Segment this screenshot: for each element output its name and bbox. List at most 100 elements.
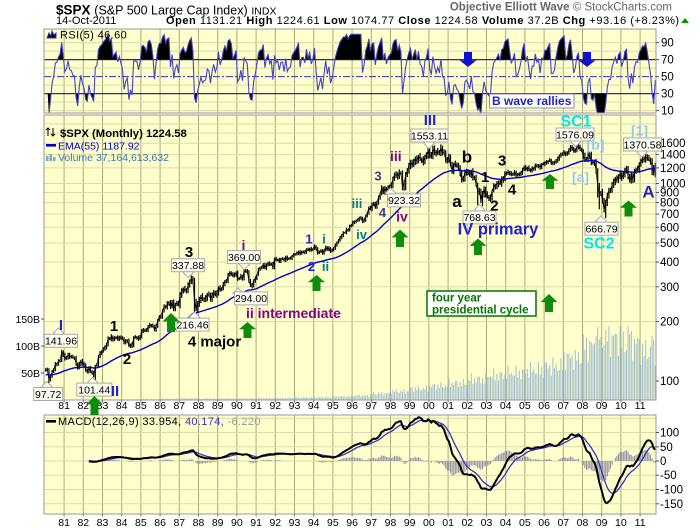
svg-text:1553.11: 1553.11 — [411, 130, 448, 142]
svg-text:91: 91 — [250, 517, 262, 529]
svg-text:87: 87 — [173, 517, 185, 529]
svg-text:82: 82 — [77, 400, 89, 412]
svg-text:150B: 150B — [15, 314, 40, 326]
svg-text:-50: -50 — [660, 470, 677, 482]
svg-text:83: 83 — [97, 400, 109, 412]
svg-text:04: 04 — [500, 400, 512, 412]
svg-text:i: i — [322, 232, 326, 247]
svg-text:02: 02 — [461, 517, 473, 529]
svg-text:88: 88 — [193, 400, 205, 412]
svg-text:70: 70 — [661, 55, 674, 67]
svg-text:06: 06 — [538, 400, 550, 412]
svg-text:03: 03 — [481, 517, 493, 529]
svg-text:81: 81 — [58, 517, 70, 529]
svg-text:iii: iii — [352, 196, 363, 211]
svg-text:85: 85 — [135, 517, 147, 529]
svg-text:05: 05 — [519, 400, 531, 412]
svg-text:$SPX (Monthly) 1224.58: $SPX (Monthly) 1224.58 — [60, 128, 187, 140]
svg-text:200: 200 — [660, 317, 679, 329]
svg-text:$SPX (S&P 500 Large Cap Index): $SPX (S&P 500 Large Cap Index) INDX — [56, 3, 276, 18]
svg-text:3: 3 — [374, 169, 381, 184]
svg-text:93: 93 — [289, 517, 301, 529]
svg-text:81: 81 — [58, 400, 70, 412]
svg-text:III: III — [424, 112, 437, 129]
svg-text:86: 86 — [154, 517, 166, 529]
svg-text:00: 00 — [423, 517, 435, 529]
svg-text:768.63: 768.63 — [463, 212, 495, 224]
svg-text:500: 500 — [660, 238, 679, 250]
svg-text:2: 2 — [123, 351, 131, 368]
svg-text:98: 98 — [385, 517, 397, 529]
svg-text:3: 3 — [185, 244, 193, 261]
svg-text:82: 82 — [77, 517, 89, 529]
svg-text:10: 10 — [615, 400, 627, 412]
svg-text:ii: ii — [322, 259, 329, 274]
svg-text:02: 02 — [461, 400, 473, 412]
svg-text:10: 10 — [615, 517, 627, 529]
svg-text:95: 95 — [327, 400, 339, 412]
svg-text:Objective Elliott Wave © Stock: Objective Elliott Wave © StockCharts.com — [450, 2, 672, 14]
svg-text:294.00: 294.00 — [235, 293, 267, 305]
svg-text:iv: iv — [356, 227, 368, 242]
svg-text:IV primary: IV primary — [458, 221, 540, 239]
svg-text:369.00: 369.00 — [228, 252, 260, 264]
svg-text:i: i — [242, 237, 246, 253]
svg-text:90: 90 — [231, 400, 243, 412]
svg-text:96: 96 — [346, 400, 358, 412]
svg-text:98: 98 — [385, 400, 397, 412]
svg-text:88: 88 — [193, 517, 205, 529]
svg-text:b: b — [462, 148, 472, 167]
svg-text:97.72: 97.72 — [35, 389, 61, 401]
svg-text:A: A — [642, 183, 654, 202]
svg-text:84: 84 — [116, 517, 128, 529]
svg-text:50B: 50B — [21, 368, 40, 380]
svg-text:Open 1131.21 High 1224.61 Low: Open 1131.21 High 1224.61 Low 1074.77 Cl… — [166, 15, 680, 27]
svg-text:SC2: SC2 — [583, 236, 614, 253]
svg-text:[a]: [a] — [572, 169, 589, 185]
svg-text:Volume 37,164,613,632: Volume 37,164,613,632 — [58, 152, 169, 164]
svg-text:11: 11 — [635, 400, 646, 412]
svg-text:923.32: 923.32 — [388, 195, 420, 207]
svg-text:800: 800 — [660, 198, 679, 210]
svg-text:97: 97 — [365, 517, 377, 529]
svg-text:0: 0 — [660, 456, 666, 468]
svg-text:11: 11 — [635, 517, 646, 529]
svg-text:400: 400 — [660, 257, 679, 269]
svg-text:100: 100 — [660, 428, 679, 440]
svg-text:216.46: 216.46 — [176, 319, 208, 331]
svg-text:iii: iii — [390, 148, 402, 164]
svg-text:2: 2 — [490, 198, 498, 215]
svg-text:95: 95 — [327, 517, 339, 529]
svg-text:666.79: 666.79 — [585, 224, 617, 236]
svg-text:ii intermediate: ii intermediate — [246, 305, 341, 321]
svg-text:EMA(55) 1187.92: EMA(55) 1187.92 — [58, 141, 140, 153]
svg-text:09: 09 — [596, 517, 608, 529]
svg-text:14-Oct-2011: 14-Oct-2011 — [56, 15, 116, 27]
svg-text:2: 2 — [308, 259, 315, 274]
svg-text:four year: four year — [432, 293, 482, 305]
svg-text:1370.58: 1370.58 — [624, 139, 662, 151]
svg-text:05: 05 — [519, 517, 531, 529]
svg-text:85: 85 — [135, 400, 147, 412]
svg-text:01: 01 — [442, 517, 454, 529]
svg-text:101.44: 101.44 — [78, 384, 110, 396]
svg-text:87: 87 — [173, 400, 185, 412]
svg-text:86: 86 — [154, 400, 166, 412]
svg-text:04: 04 — [500, 517, 512, 529]
svg-text:84: 84 — [116, 400, 128, 412]
svg-text:50: 50 — [660, 442, 673, 454]
svg-text:99: 99 — [404, 400, 416, 412]
svg-text:94: 94 — [308, 517, 320, 529]
svg-text:83: 83 — [97, 517, 109, 529]
svg-text:RSI(5) 46.60: RSI(5) 46.60 — [60, 30, 127, 42]
svg-text:1000: 1000 — [660, 179, 686, 191]
svg-text:4: 4 — [379, 205, 387, 220]
svg-text:89: 89 — [212, 517, 224, 529]
svg-text:presidential cycle: presidential cycle — [432, 305, 529, 317]
svg-text:600: 600 — [660, 222, 679, 234]
svg-text:50: 50 — [661, 72, 674, 84]
svg-text:93: 93 — [289, 400, 301, 412]
svg-text:1: 1 — [305, 232, 312, 247]
svg-text:3: 3 — [498, 153, 506, 170]
svg-text:09: 09 — [596, 400, 608, 412]
